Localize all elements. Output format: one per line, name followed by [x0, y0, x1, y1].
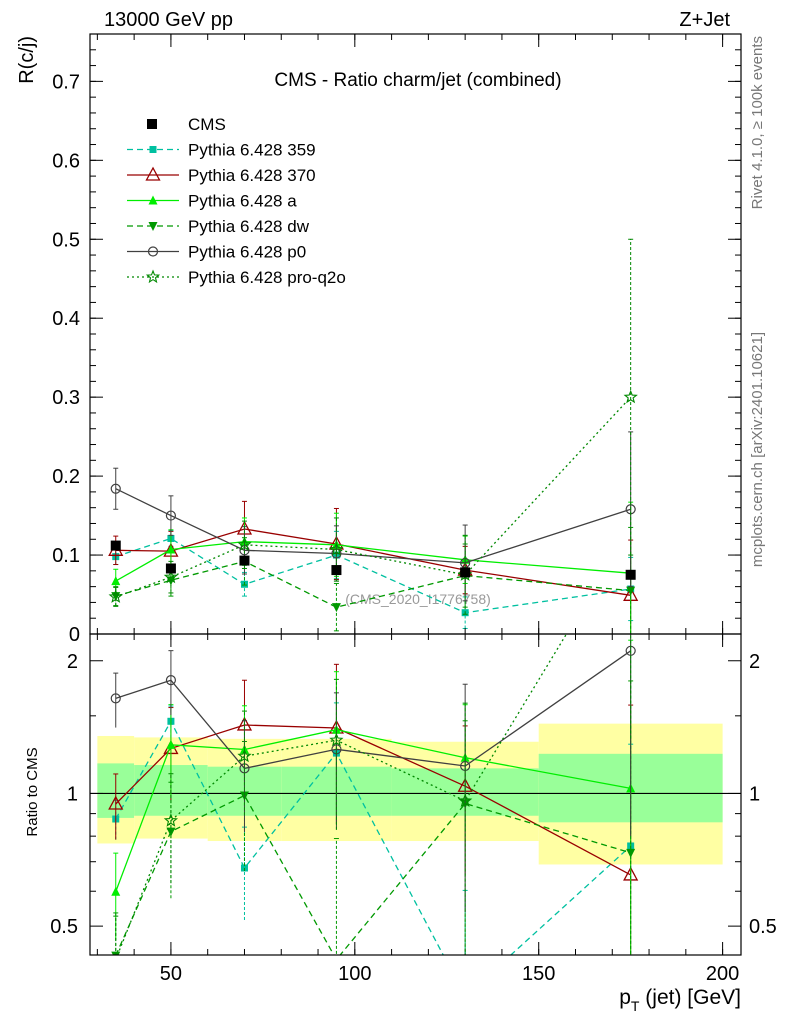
- y-axis-label: R(c/j): [16, 36, 38, 84]
- ratio-frame: [89, 633, 742, 956]
- y-tick-label: 0.2: [52, 466, 80, 488]
- legend-label: Pythia 6.428 pro-q2o: [188, 268, 346, 287]
- series-line-5: [115, 396, 632, 598]
- cms-point: [460, 567, 471, 578]
- series-marker: [111, 576, 121, 586]
- x-tick-label: 150: [522, 963, 555, 985]
- series-line-0: [115, 537, 631, 614]
- ratio-line-5: [116, 634, 568, 955]
- series-marker: [165, 510, 177, 521]
- series-line-1: [115, 528, 631, 596]
- series-line-2: [115, 540, 631, 582]
- ratio-marker: [626, 848, 636, 858]
- y-tick-label: 0.6: [52, 150, 80, 172]
- ratio-tick-label: 1: [67, 783, 78, 805]
- legend-marker-cms: [147, 119, 157, 129]
- series-marker: [166, 544, 176, 554]
- cms-point: [331, 565, 342, 576]
- y-tick-label: 0: [69, 624, 80, 646]
- legend-label: Pythia 6.428 359: [188, 141, 316, 160]
- legend-label: Pythia 6.428 370: [188, 166, 316, 185]
- ratio-line-2: [115, 729, 631, 893]
- legend-marker: [148, 195, 158, 205]
- ratio-marker: [457, 793, 473, 808]
- ratio-marker: [240, 864, 248, 872]
- cms-point: [625, 569, 636, 580]
- header-left: 13000 GeV pp: [104, 9, 233, 31]
- ratio-marker: [111, 886, 121, 896]
- legend-marker: [149, 146, 157, 153]
- ratio-line-4: [115, 650, 632, 770]
- rivet-label: Rivet 4.1.0, ≥ 100k events: [749, 36, 766, 209]
- legend-marker: [147, 246, 159, 257]
- legend-marker: [145, 269, 161, 284]
- y-tick-label: 0.7: [52, 71, 80, 93]
- header-right: Z+Jet: [679, 9, 730, 31]
- x-axis-title: pT (jet) [GeV]: [619, 986, 741, 1014]
- ratio-marker: [110, 693, 121, 704]
- x-tick-label: 100: [338, 963, 371, 985]
- series-line-3: [115, 560, 631, 608]
- series-line-4: [115, 488, 631, 564]
- legend-marker: [148, 222, 158, 231]
- legend: CMS Pythia 6.428 359 Pythia 6.428 370 Pythi…: [127, 115, 346, 287]
- series-marker: [237, 537, 252, 551]
- ratio-tick-label-right: 1: [749, 783, 760, 805]
- y-tick-label: 0.3: [52, 387, 80, 409]
- cms-point: [165, 563, 176, 574]
- ratio-axis-label: Ratio to CMS: [24, 747, 41, 836]
- series-marker: [108, 589, 123, 603]
- cms-point: [239, 555, 250, 566]
- watermark: (CMS_2020_I1776758): [345, 591, 491, 607]
- ratio-marker: [108, 795, 124, 810]
- legend-label: Pythia 6.428 p0: [188, 243, 306, 262]
- x-tick-label: 50: [160, 963, 182, 985]
- mcplots-label: mcplots.cern.ch [arXiv:2401.10621]: [749, 332, 766, 567]
- chart-title: CMS - Ratio charm/jet (combined): [274, 70, 561, 91]
- legend-label-cms: CMS: [188, 115, 226, 134]
- ratio-line-0: [115, 719, 632, 955]
- series-marker: [329, 542, 344, 556]
- ratio-line-1: [115, 724, 632, 876]
- ratio-marker: [163, 813, 179, 827]
- ratio-tick-label: 2: [67, 651, 78, 673]
- legend-label: Pythia 6.428 a: [188, 192, 297, 211]
- ratio-tick-label-right: 0.5: [749, 916, 777, 938]
- y-tick-label: 0.5: [52, 229, 80, 251]
- ratio-tick-label-right: 2: [749, 651, 760, 673]
- ratio-tick-label: 0.5: [50, 916, 78, 938]
- series-marker: [163, 569, 179, 584]
- y-tick-label: 0.4: [52, 308, 80, 330]
- cms-point: [110, 540, 121, 551]
- ratio-marker: [462, 993, 469, 1000]
- main-plot-area: 0 0.1 0.2 0.3 0.4 0.5 0.6 0.7: [52, 33, 742, 955]
- series-marker: [110, 483, 121, 494]
- ratio-marker: [165, 675, 177, 686]
- ratio-marker: [237, 748, 252, 763]
- x-tick-label: 200: [706, 963, 739, 985]
- series-marker: [331, 603, 341, 613]
- legend-marker: [145, 166, 161, 181]
- y-tick-label: 0.1: [52, 545, 80, 567]
- x-axis-label: pT (jet) [GeV]: [619, 986, 741, 1014]
- series-marker: [626, 586, 636, 596]
- legend-label: Pythia 6.428 dw: [188, 217, 310, 236]
- series-marker: [623, 389, 638, 404]
- ratio-marker: [329, 732, 344, 747]
- ratio-line-3: [115, 794, 631, 955]
- ratio-marker: [166, 739, 176, 749]
- ratio-plot-area: 50 100 150 200 0.5 0.5 1 1 2 2: [50, 633, 777, 1000]
